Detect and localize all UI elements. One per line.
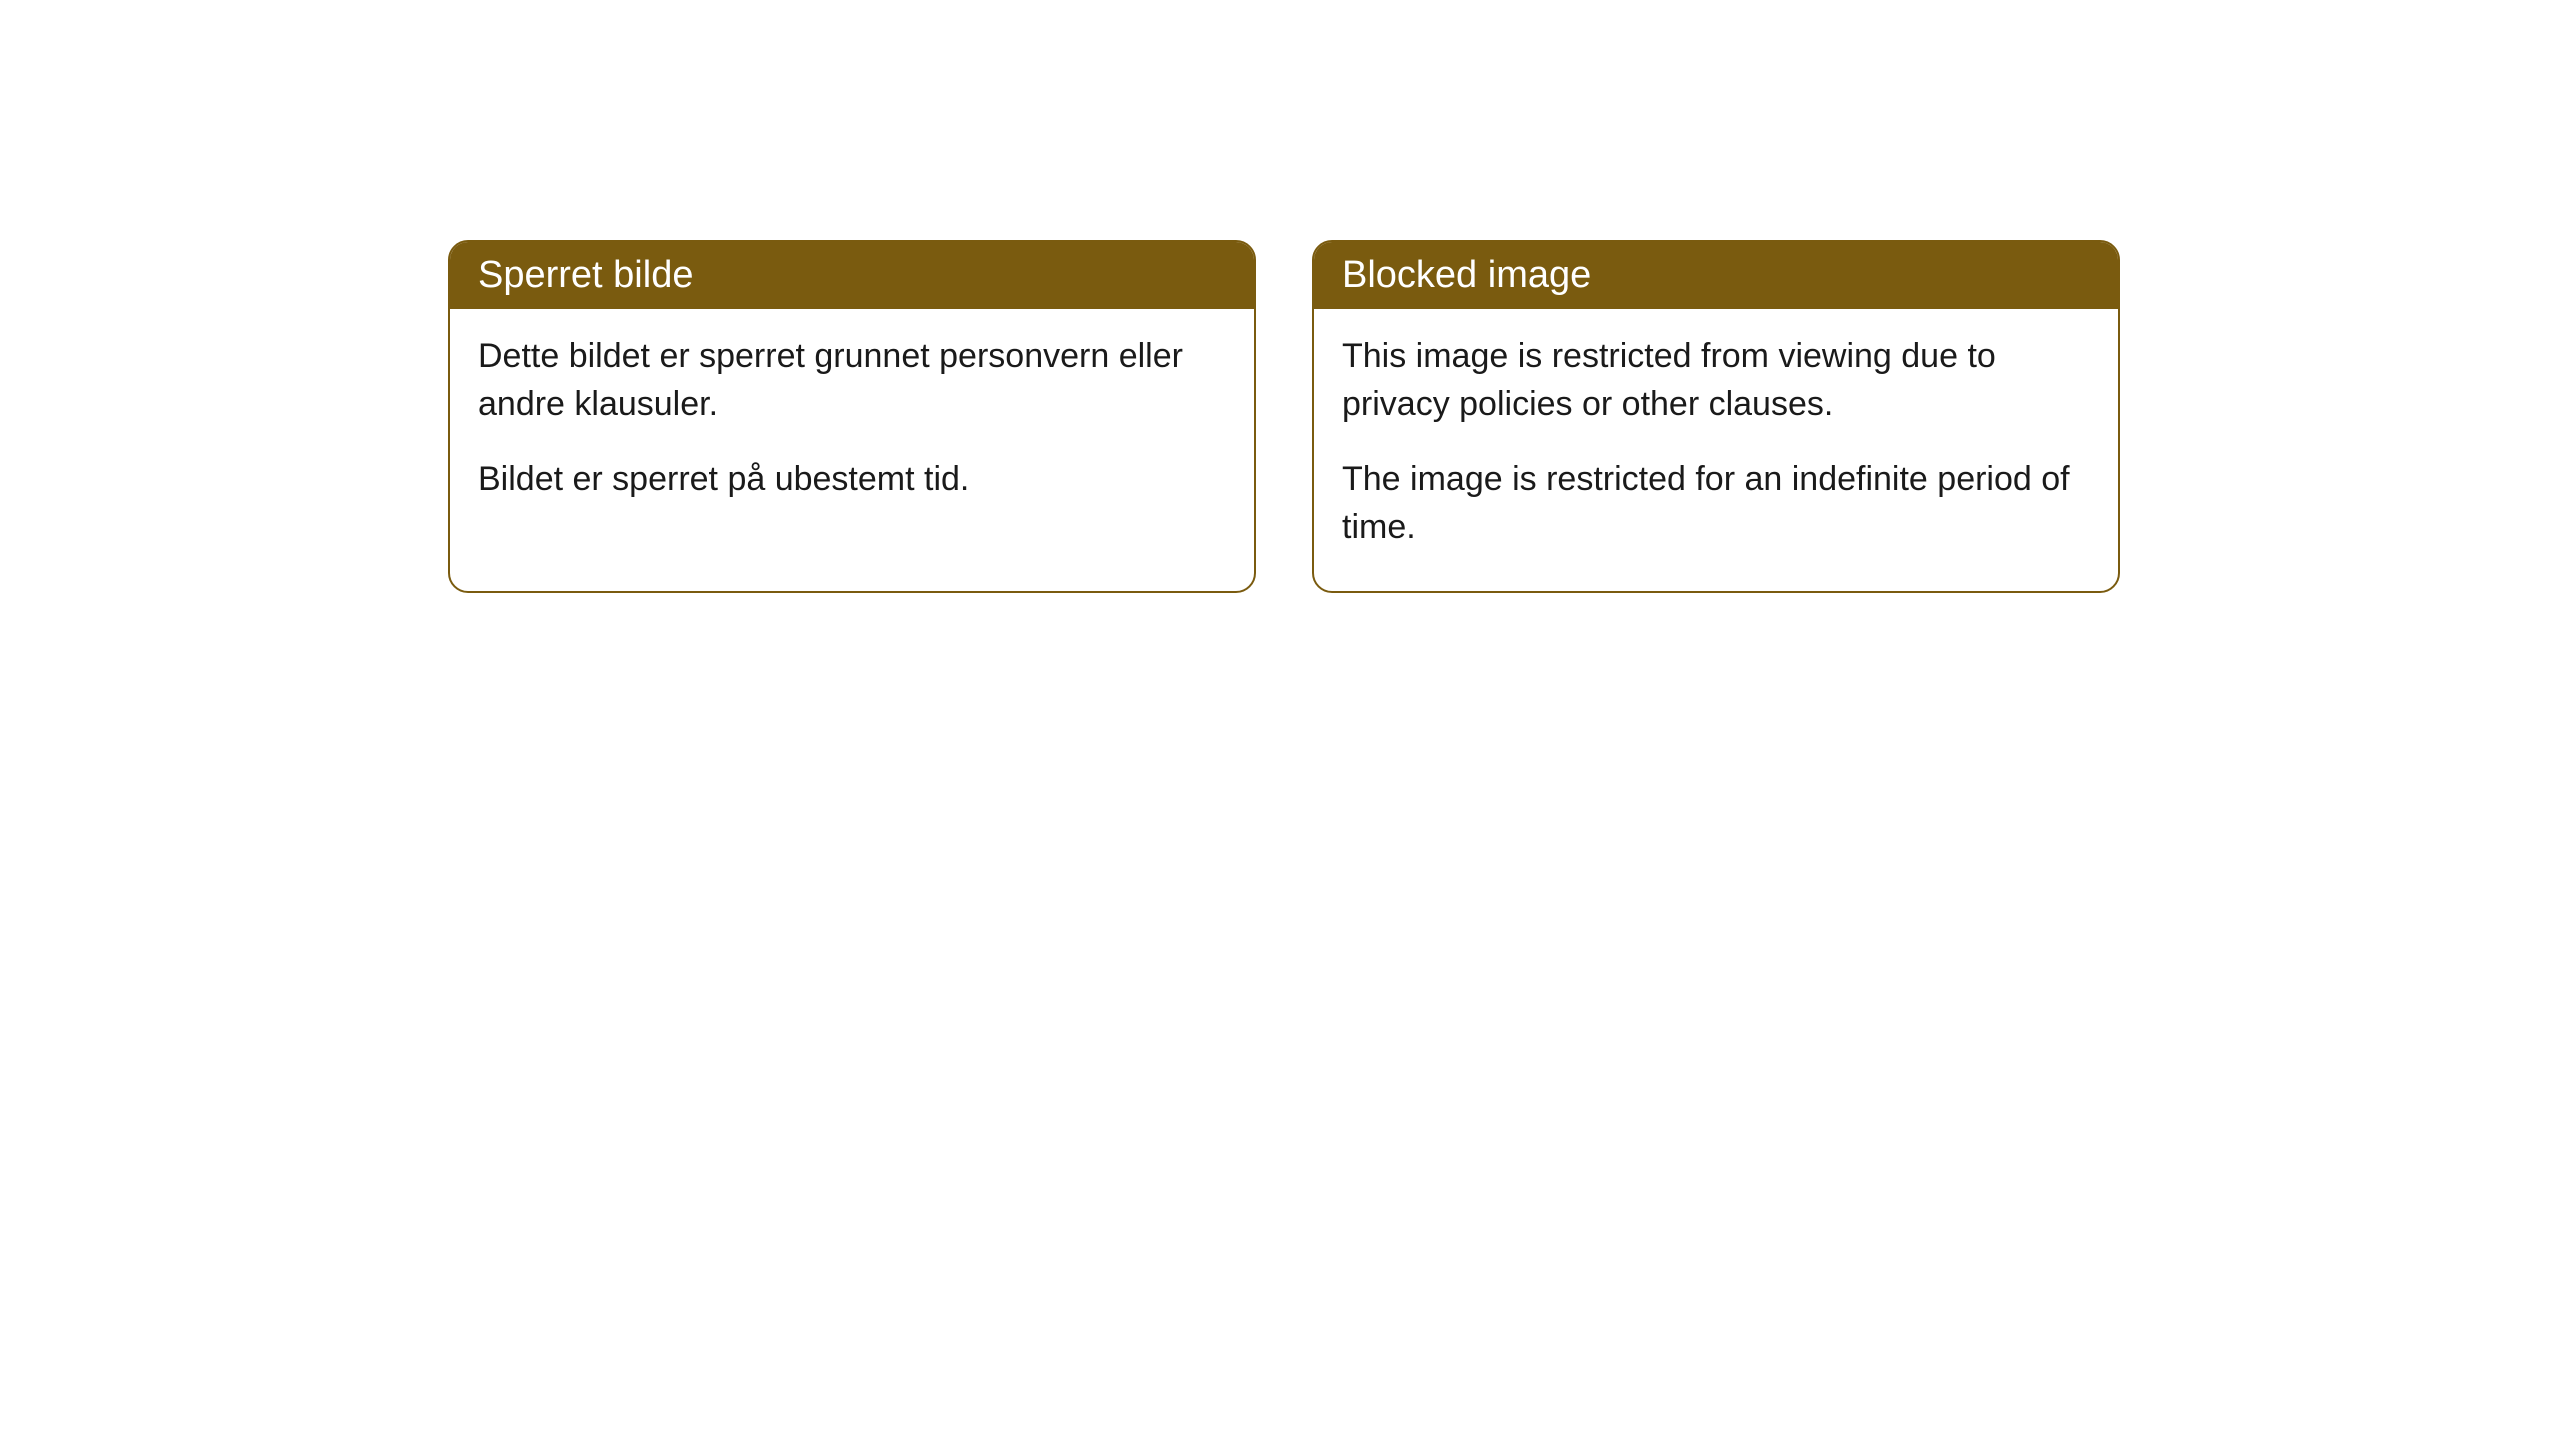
card-title: Sperret bilde [478,254,693,296]
card-paragraph: Bildet er sperret på ubestemt tid. [478,456,1226,504]
card-paragraph: Dette bildet er sperret grunnet personve… [478,333,1226,428]
notice-card-english: Blocked image This image is restricted f… [1312,240,2120,593]
notice-card-norwegian: Sperret bilde Dette bildet er sperret gr… [448,240,1256,593]
card-body: This image is restricted from viewing du… [1314,309,2118,591]
card-header: Sperret bilde [450,242,1254,309]
card-paragraph: The image is restricted for an indefinit… [1342,456,2090,551]
notice-cards-container: Sperret bilde Dette bildet er sperret gr… [448,240,2120,593]
card-paragraph: This image is restricted from viewing du… [1342,333,2090,428]
card-title: Blocked image [1342,254,1591,296]
card-body: Dette bildet er sperret grunnet personve… [450,309,1254,544]
card-header: Blocked image [1314,242,2118,309]
